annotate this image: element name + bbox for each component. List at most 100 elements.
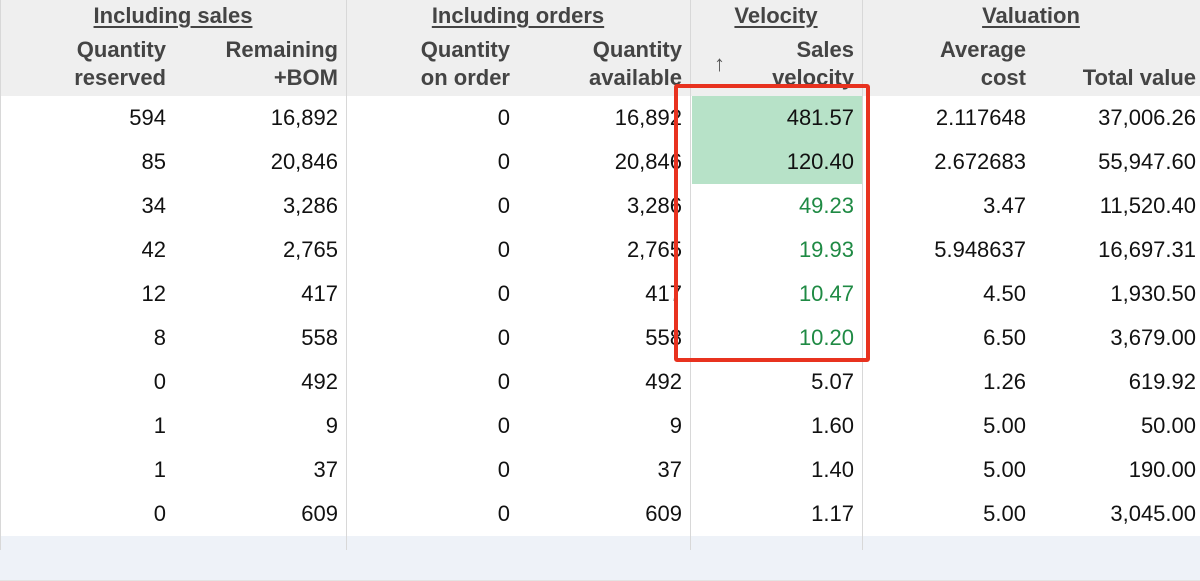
cell-remaining-bom: 16,892 <box>270 105 338 130</box>
table-row[interactable]: 0 492 0 492 5.07 1.26 619.92 <box>0 360 1200 405</box>
cell-qty-reserved: 8 <box>153 325 166 350</box>
col-header-quantity-reserved[interactable]: Quantity reserved <box>20 36 166 94</box>
col-header-average-cost[interactable]: Average cost <box>890 36 1026 94</box>
table-row[interactable]: 8 558 0 558 10.20 6.50 3,679.00 <box>0 316 1200 361</box>
cell-qty-reserved: 85 <box>141 149 166 174</box>
cell-qty-on-order: 0 <box>497 149 510 174</box>
cell-sales-velocity: 10.20 <box>798 325 854 350</box>
cell-total-value: 50.00 <box>1140 413 1196 438</box>
cell-qty-available: 3,286 <box>626 193 682 218</box>
cell-sales-velocity: 1.60 <box>811 413 854 438</box>
col-header-line: Quantity <box>76 37 166 62</box>
col-header-quantity-on-order[interactable]: Quantity on order <box>366 36 510 94</box>
group-velocity[interactable]: Velocity <box>734 3 818 28</box>
cell-qty-on-order: 0 <box>497 369 510 394</box>
table-row[interactable]: 12 417 0 417 10.47 4.50 1,930.50 <box>0 272 1200 317</box>
cell-avg-cost: 6.50 <box>983 325 1026 350</box>
col-header-remaining-bom[interactable]: Remaining +BOM <box>186 36 338 94</box>
col-header-line <box>1046 36 1196 64</box>
cell-sales-velocity: 19.93 <box>798 237 854 262</box>
cell-sales-velocity: 481.57 <box>692 96 862 140</box>
cell-remaining-bom: 9 <box>325 413 338 438</box>
col-header-line: Average <box>939 37 1026 62</box>
cell-qty-reserved: 594 <box>129 105 166 130</box>
table-row[interactable]: 85 20,846 0 20,846 120.40 2.672683 55,947.60 <box>0 140 1200 185</box>
cell-remaining-bom: 37 <box>313 457 338 482</box>
col-header-total-value[interactable]: Total value <box>1046 36 1196 94</box>
cell-qty-reserved: 12 <box>141 281 166 306</box>
cell-qty-on-order: 0 <box>497 193 510 218</box>
cell-qty-on-order: 0 <box>497 237 510 262</box>
table-row[interactable]: 1 37 0 37 1.40 5.00 190.00 <box>0 448 1200 493</box>
col-header-line: Total value <box>1082 65 1196 90</box>
col-header-line: cost <box>980 65 1026 90</box>
col-header-line: reserved <box>74 65 166 90</box>
highlight-box-sales-velocity <box>674 84 870 362</box>
cell-qty-on-order: 0 <box>497 325 510 350</box>
cell-sales-velocity: 10.47 <box>798 281 854 306</box>
table-header <box>0 0 1200 97</box>
cell-total-value: 3,045.00 <box>1110 501 1196 526</box>
cell-avg-cost: 2.117648 <box>935 105 1026 130</box>
col-header-line: on order <box>420 65 510 90</box>
table-row[interactable] <box>0 536 1200 581</box>
cell-avg-cost: 2.672683 <box>934 149 1026 174</box>
table-row[interactable]: 34 3,286 0 3,286 49.23 3.47 11,520.40 <box>0 184 1200 229</box>
col-header-line: available <box>589 65 682 90</box>
cell-avg-cost: 4.50 <box>983 281 1026 306</box>
cell-total-value: 3,679.00 <box>1110 325 1196 350</box>
cell-qty-available: 558 <box>645 325 682 350</box>
group-valuation[interactable]: Valuation <box>982 3 1080 28</box>
sort-ascending-icon[interactable]: ↑ <box>714 51 725 76</box>
cell-qty-reserved: 0 <box>153 369 166 394</box>
column-divider <box>346 0 347 550</box>
column-divider <box>0 0 1 550</box>
cell-qty-available: 37 <box>657 457 682 482</box>
cell-qty-on-order: 0 <box>497 457 510 482</box>
cell-qty-reserved: 1 <box>153 413 166 438</box>
cell-remaining-bom: 609 <box>301 501 338 526</box>
cell-total-value: 55,947.60 <box>1098 149 1196 174</box>
cell-total-value: 1,930.50 <box>1110 281 1196 306</box>
group-including-orders[interactable]: Including orders <box>431 3 605 28</box>
col-header-line: Quantity <box>420 37 510 62</box>
cell-remaining-bom: 558 <box>301 325 338 350</box>
table-row[interactable]: 594 16,892 0 16,892 481.57 2.117648 37,006.26 <box>0 96 1200 141</box>
cell-total-value: 16,697.31 <box>1098 237 1196 262</box>
cell-total-value: 619.92 <box>1128 369 1196 394</box>
cell-qty-reserved: 34 <box>141 193 166 218</box>
col-header-line: Remaining <box>225 37 338 62</box>
cell-avg-cost: 3.47 <box>983 193 1026 218</box>
cell-total-value: 190.00 <box>1128 457 1196 482</box>
cell-remaining-bom: 2,765 <box>282 237 338 262</box>
cell-qty-on-order: 0 <box>497 501 510 526</box>
col-header-line: Sales <box>796 37 855 62</box>
table-row[interactable]: 42 2,765 0 2,765 19.93 5.948637 16,697.31 <box>0 228 1200 273</box>
cell-qty-reserved: 1 <box>153 457 166 482</box>
col-header-line: Quantity <box>592 37 682 62</box>
cell-sales-velocity: 49.23 <box>798 193 854 218</box>
cell-sales-velocity: 120.40 <box>692 140 862 184</box>
cell-avg-cost: 5.948637 <box>934 237 1026 262</box>
cell-total-value: 11,520.40 <box>1099 193 1196 218</box>
cell-qty-reserved: 0 <box>153 501 166 526</box>
cell-remaining-bom: 20,846 <box>270 149 338 174</box>
group-including-sales[interactable]: Including sales <box>93 3 253 28</box>
cell-remaining-bom: 417 <box>301 281 338 306</box>
table-row[interactable]: 0 609 0 609 1.17 5.00 3,045.00 <box>0 492 1200 537</box>
cell-avg-cost: 5.00 <box>983 501 1026 526</box>
cell-qty-on-order: 0 <box>497 413 510 438</box>
cell-qty-reserved: 42 <box>141 237 166 262</box>
cell-qty-available: 492 <box>645 369 682 394</box>
column-divider <box>690 0 691 550</box>
cell-qty-available: 16,892 <box>614 105 682 130</box>
cell-qty-on-order: 0 <box>497 281 510 306</box>
cell-sales-velocity: 5.07 <box>811 369 854 394</box>
cell-sales-velocity: 1.40 <box>811 457 854 482</box>
cell-avg-cost: 1.26 <box>983 369 1026 394</box>
cell-remaining-bom: 492 <box>301 369 338 394</box>
column-divider <box>862 0 863 550</box>
cell-qty-available: 417 <box>645 281 682 306</box>
col-header-quantity-available[interactable]: Quantity available <box>530 36 682 94</box>
table-row[interactable]: 1 9 0 9 1.60 5.00 50.00 <box>0 404 1200 449</box>
